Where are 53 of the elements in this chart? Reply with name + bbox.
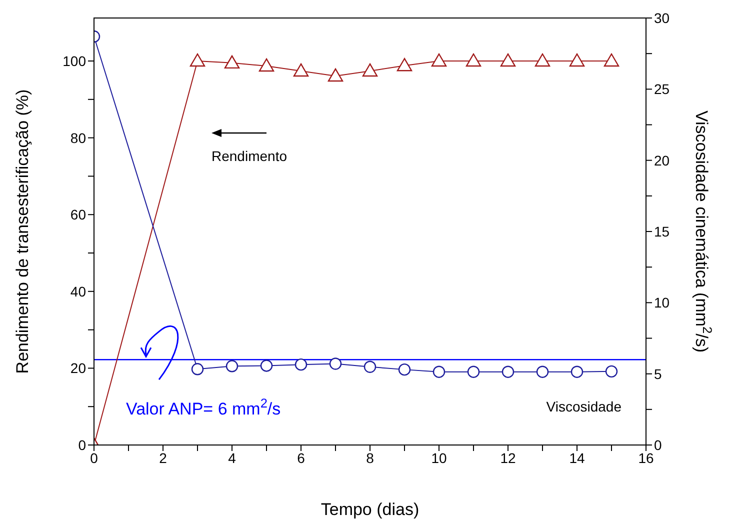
y-tick-label: 100 (62, 52, 86, 69)
point (362, 63, 378, 77)
point (570, 366, 584, 378)
point (328, 68, 344, 82)
x-tick-label: 8 (366, 450, 374, 466)
y-axis-title: Rendimento de transesterificação (%) (13, 89, 32, 374)
y2-tick-label: 15 (654, 223, 670, 240)
ref-line-label: Valor ANP= 6 mm$^{2}$/s (126, 395, 281, 419)
point (604, 53, 620, 67)
x-tick-label: 0 (90, 450, 98, 466)
point (569, 53, 585, 67)
x-axis-title: Tempo (dias) (320, 500, 420, 519)
y2-tick-label: 25 (654, 81, 670, 98)
point (466, 53, 482, 67)
point (500, 53, 516, 67)
point (467, 366, 480, 378)
point (260, 360, 273, 372)
y-tick-label: 80 (70, 130, 86, 146)
point (258, 58, 274, 72)
point (432, 366, 446, 378)
point (534, 53, 550, 67)
point (396, 58, 412, 72)
x-tick-label: 16 (638, 450, 654, 466)
text: Rendimento (212, 148, 288, 164)
y2-tick-label: 20 (654, 152, 670, 168)
x-tick-label: 2 (159, 450, 168, 466)
y2-tick-label: 10 (654, 294, 670, 311)
point (364, 360, 376, 373)
y-tick-label: 40 (70, 283, 86, 300)
point (224, 55, 240, 69)
point (398, 363, 411, 376)
y2-tick-label: 5 (654, 366, 662, 382)
point (431, 53, 447, 67)
y-tick-label: 60 (70, 206, 86, 223)
x-tick-label: 10 (431, 450, 447, 466)
point (502, 366, 514, 378)
x-tick-label: 14 (569, 450, 585, 466)
point (293, 63, 309, 77)
x-tick-label: 12 (500, 450, 516, 466)
x-tick-label: 4 (228, 450, 236, 466)
point (605, 365, 618, 378)
series-label: Viscosidade (546, 398, 622, 414)
y2-tick-label: 30 (654, 10, 670, 26)
x-tick-label: 6 (297, 450, 306, 466)
y-tick-label: 0 (78, 436, 86, 453)
point (294, 358, 308, 371)
point (226, 360, 238, 372)
y2-tick-label: 0 (654, 436, 662, 453)
point (329, 358, 342, 370)
y-tick-label: 20 (70, 360, 86, 376)
point (536, 366, 549, 378)
point (190, 53, 206, 67)
point (191, 363, 204, 376)
